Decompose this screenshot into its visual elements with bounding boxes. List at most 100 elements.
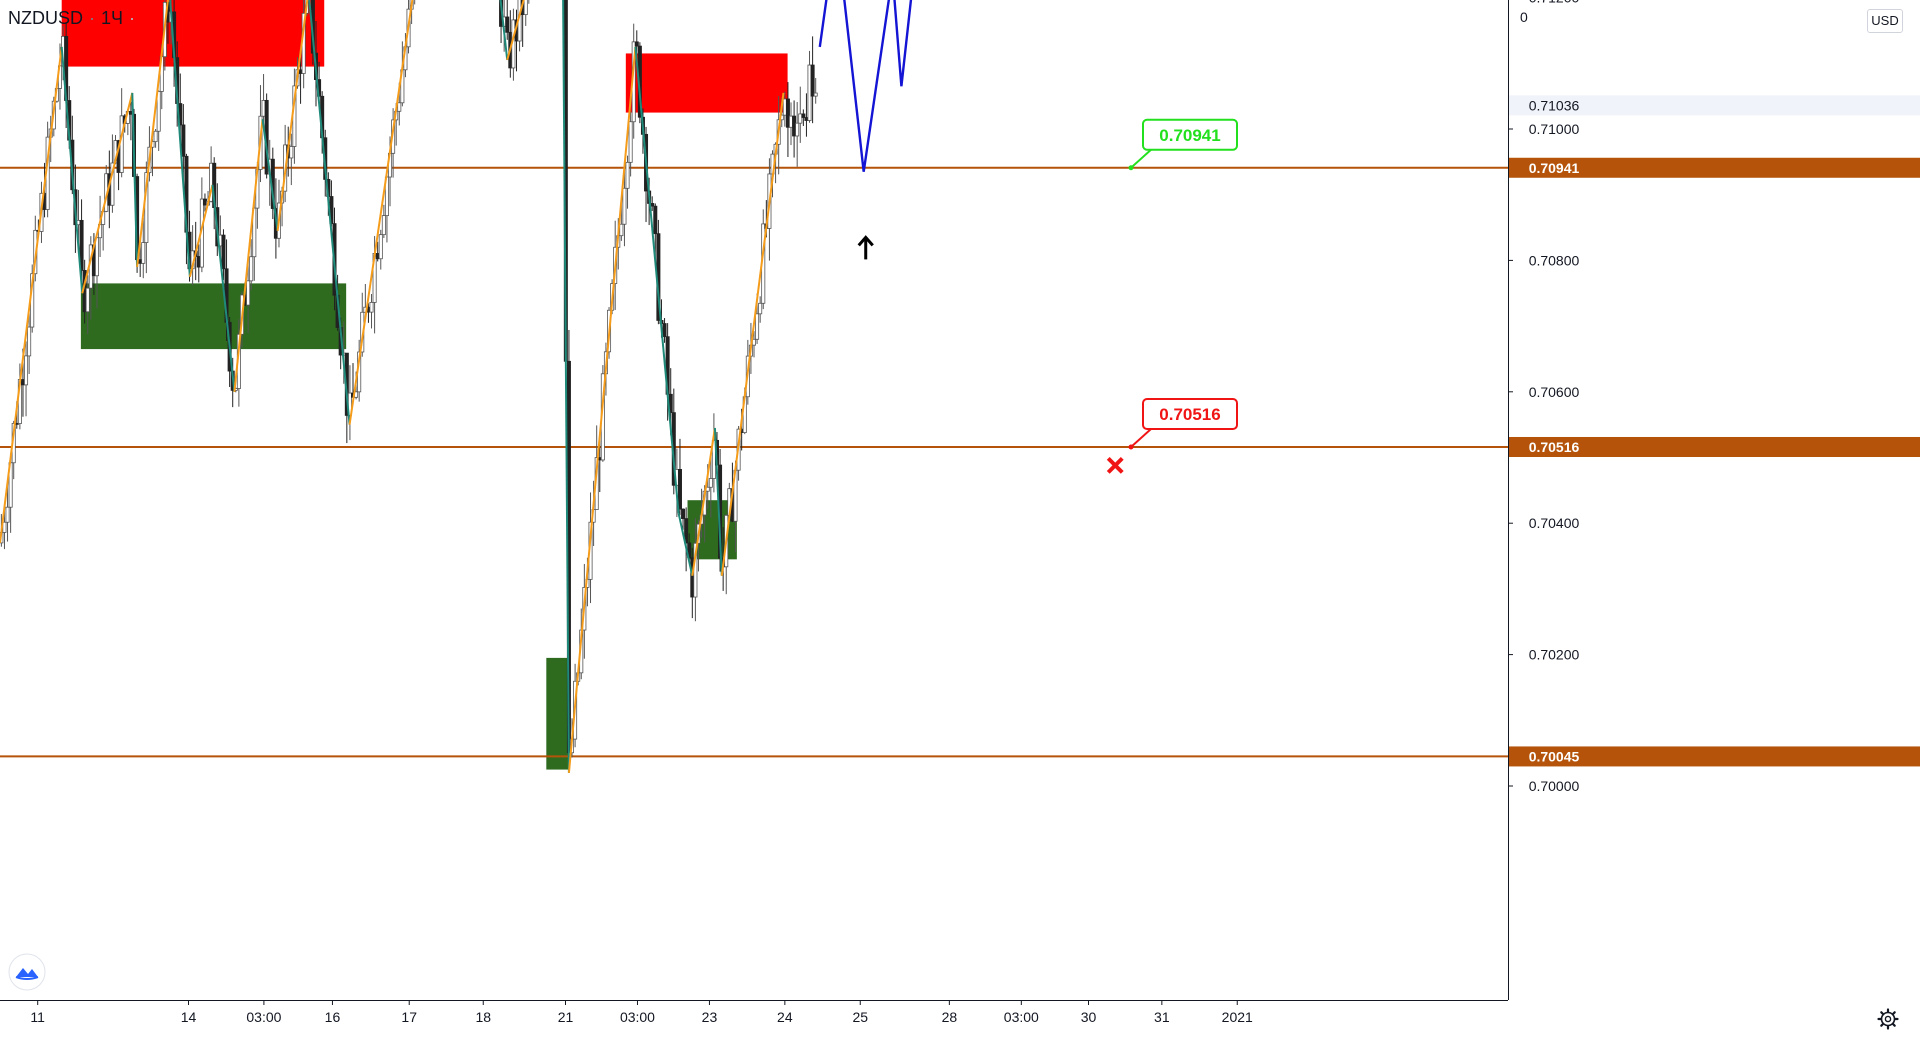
candle-body <box>181 124 186 157</box>
callout-pointer <box>1130 428 1152 448</box>
candle-body <box>378 234 383 260</box>
level-price-tag <box>1509 157 1920 178</box>
last-price-tag <box>1509 95 1920 116</box>
zigzag-up-segment <box>233 119 264 392</box>
candle-body <box>505 16 510 33</box>
price-tick-label: 0.71200 <box>1529 0 1580 6</box>
time-tick-label: 21 <box>558 1009 574 1025</box>
price-axis[interactable]: 0.728000.726000.724000.722000.720000.718… <box>1508 0 1920 1000</box>
time-tick-label: 14 <box>181 1009 197 1025</box>
time-tick-label: 11 <box>30 1009 45 1025</box>
candle-body <box>677 468 682 510</box>
candle-body <box>634 41 639 47</box>
candle-body <box>798 113 803 124</box>
price-tick-label: 0.70400 <box>1529 515 1580 531</box>
level-price-label: 0.70516 <box>1529 439 1580 455</box>
time-axis[interactable]: 11 14 03:00 16 17 18 21 03:00 23 24 25 28 03:00 30 31 2… <box>0 1000 1508 1040</box>
zigzag-down-segment <box>131 92 139 267</box>
price-axis-bg <box>1508 0 1920 1000</box>
price-tick-label: 0.70600 <box>1529 384 1580 400</box>
zigzag-up-segment <box>348 0 414 425</box>
time-tick-label: 28 <box>942 1009 958 1025</box>
x-mark-stroke <box>1106 456 1124 474</box>
price-tick-label: 0.71000 <box>1529 121 1580 137</box>
time-tick-label: 17 <box>401 1009 417 1025</box>
zigzag-layer <box>0 0 785 773</box>
candle-body <box>153 130 158 143</box>
zigzag-down-segment <box>562 0 570 773</box>
arrow-up-head <box>857 235 874 247</box>
level-price-tag <box>1509 436 1920 457</box>
zigzag-down-segment <box>713 427 723 576</box>
candle-body <box>653 205 658 235</box>
candle-body <box>801 113 806 118</box>
time-tick-label: 30 <box>1081 1009 1097 1025</box>
candle-body <box>625 161 630 189</box>
zigzag-down-segment <box>308 0 351 425</box>
projection-layer <box>818 0 1124 474</box>
candle-body <box>755 313 760 340</box>
currency-button[interactable]: USD <box>1867 9 1903 33</box>
candle-body <box>141 242 146 264</box>
candle-body <box>622 187 627 225</box>
x-mark-icon <box>1106 456 1124 474</box>
time-tick-label: 23 <box>702 1009 718 1025</box>
candle-body <box>119 115 124 173</box>
price-callout: 0.70516 <box>1128 397 1238 450</box>
callout-anchor <box>1128 165 1134 171</box>
zigzag-up-segment <box>720 92 785 576</box>
time-tick-label: 2021 <box>1222 1009 1253 1025</box>
candle-body <box>758 302 763 315</box>
zigzag-up-segment <box>691 427 716 576</box>
zigzag-up-segment <box>0 46 63 544</box>
zones-layer <box>61 0 788 770</box>
zigzag-down-segment <box>677 513 694 576</box>
demand-zone <box>80 283 347 350</box>
candle-body <box>85 287 90 313</box>
candle-body <box>619 223 624 237</box>
time-tick-label: 03:00 <box>620 1009 655 1025</box>
gear-icon[interactable] <box>1874 1005 1902 1033</box>
tradingview-logo-icon[interactable] <box>8 953 46 991</box>
levels-layer <box>0 166 1508 758</box>
time-tick-label: 03:00 <box>1004 1009 1039 1025</box>
callout-box <box>1142 397 1238 430</box>
title-dot: · <box>129 8 136 28</box>
candle-body <box>810 64 815 97</box>
time-tick-label: 31 <box>1154 1009 1170 1025</box>
time-axis-bg <box>0 1000 1508 1040</box>
candle-body <box>289 146 294 159</box>
symbol-name: NZDUSD <box>8 8 83 28</box>
zigzag-up-segment <box>506 0 525 61</box>
candle-body <box>24 355 29 386</box>
time-tick-label: 16 <box>325 1009 341 1025</box>
time-tick-label: 25 <box>852 1009 868 1025</box>
zigzag-down-segment <box>169 0 191 277</box>
price-tick-label-partial: 0 <box>1520 9 1528 25</box>
symbol-title[interactable]: NZDUSD · 1Ч · <box>8 8 141 29</box>
zigzag-up-segment <box>81 92 134 294</box>
callout-label: 0.70941 <box>1159 126 1220 145</box>
zigzag-up-segment <box>567 46 637 773</box>
candle-body <box>381 215 386 236</box>
callout-label: 0.70516 <box>1159 405 1220 424</box>
candle-body <box>795 122 800 137</box>
candle-body <box>156 91 161 132</box>
candle-body <box>27 326 32 357</box>
level-price-label: 0.70941 <box>1529 160 1580 176</box>
price-tick-label: 0.70000 <box>1529 778 1580 794</box>
supply-zone <box>625 53 788 113</box>
candle-body <box>246 280 251 306</box>
candle-body <box>249 256 254 282</box>
time-tick-label: 24 <box>777 1009 793 1025</box>
zigzag-down-segment <box>211 184 236 392</box>
arrow-up-icon <box>857 235 874 260</box>
candle-body <box>662 323 667 338</box>
candle-body <box>369 302 374 313</box>
candle-body <box>397 102 402 112</box>
zigzag-down-segment <box>634 46 680 514</box>
price-callout: 0.70941 <box>1128 118 1238 171</box>
candle-body <box>813 92 818 97</box>
zigzag-down-segment <box>261 119 279 231</box>
